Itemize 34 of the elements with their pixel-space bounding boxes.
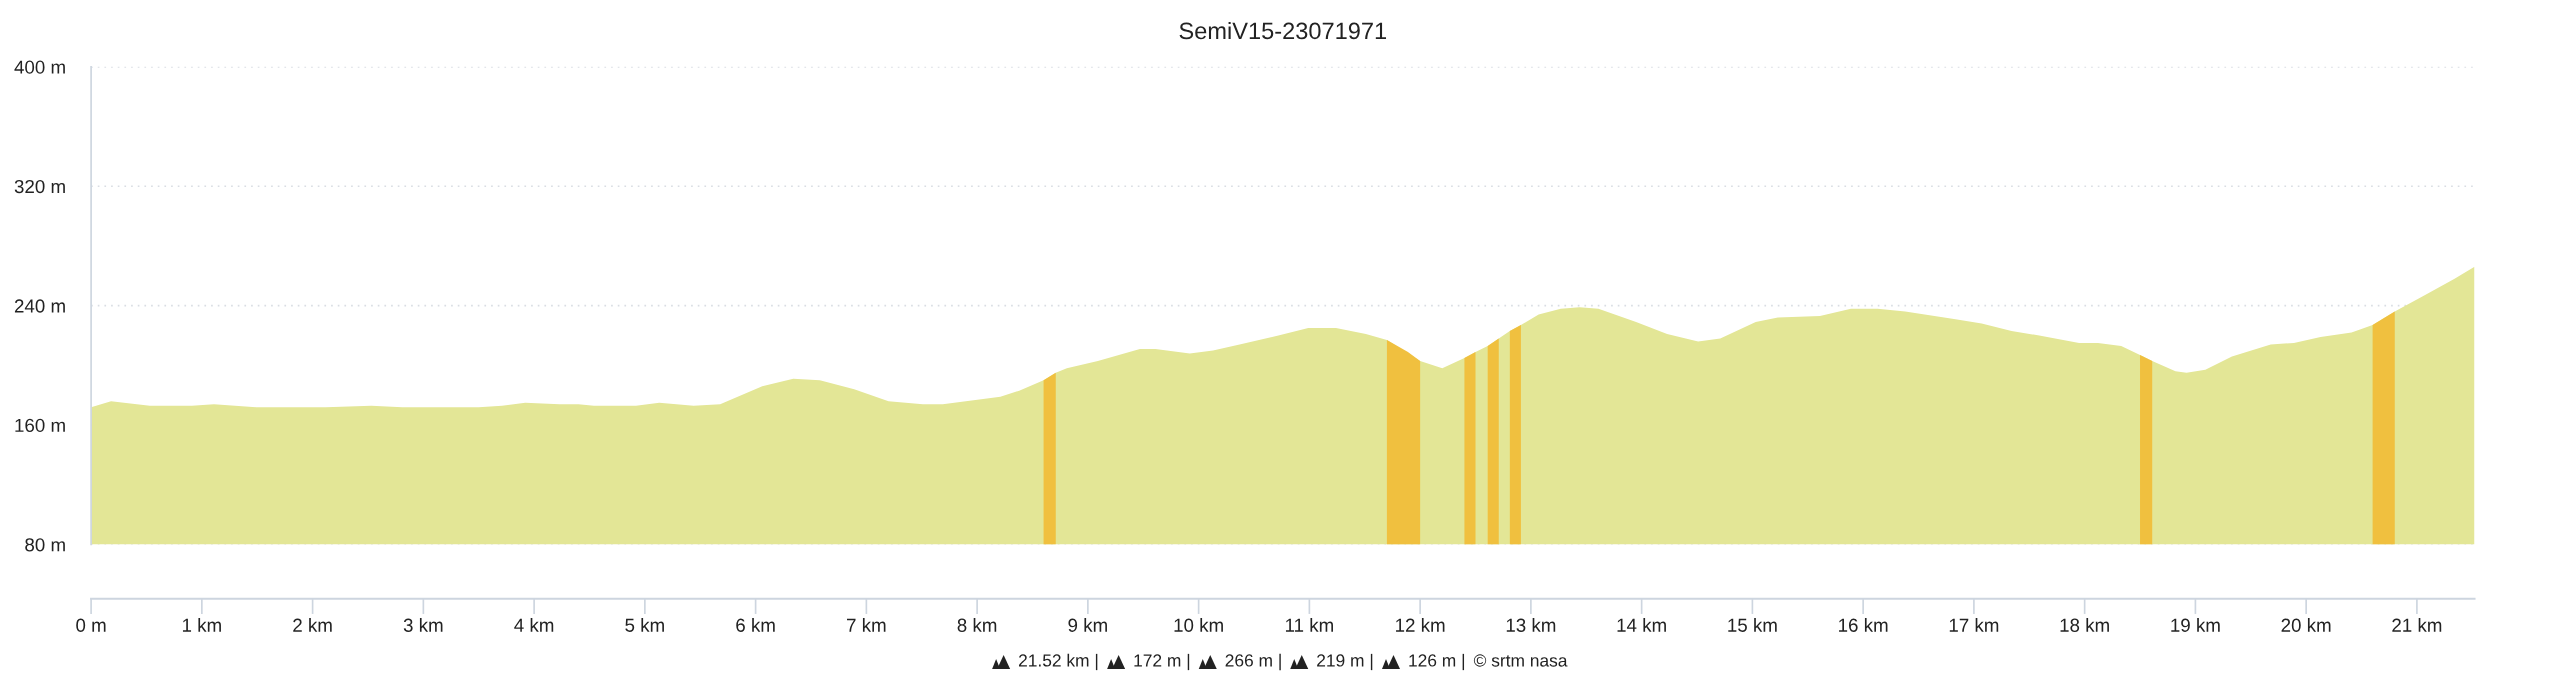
y-tick-label: 160 m bbox=[15, 418, 65, 433]
x-tick-label: 8 km bbox=[957, 618, 997, 632]
chart-title: SemiV15-23071971 bbox=[1179, 21, 1387, 40]
y-tick-label: 320 m bbox=[14, 179, 65, 194]
x-tick-label: 14 km bbox=[1617, 618, 1666, 632]
x-tick-label: 9 km bbox=[1068, 618, 1107, 632]
x-tick-label: 17 km bbox=[1949, 618, 1999, 632]
y-tick-label: 80 m bbox=[25, 538, 65, 552]
x-tick-label: 6 km bbox=[736, 618, 775, 632]
text: 21.52 km | bbox=[1019, 653, 1098, 671]
x-tick-label: 0 m bbox=[76, 618, 106, 632]
x-tick-label: 12 km bbox=[1396, 618, 1445, 632]
x-tick-label: 10 km bbox=[1174, 618, 1223, 632]
x-tick-label: 21 km bbox=[2392, 618, 2442, 632]
text: 219 m | bbox=[1317, 653, 1373, 671]
y-tick-label: 240 m bbox=[14, 299, 65, 313]
x-tick-label: 20 km bbox=[2281, 618, 2331, 632]
text: 126 m | bbox=[1409, 653, 1465, 671]
x-tick-label: 13 km bbox=[1506, 618, 1556, 632]
text: 172 m | bbox=[1134, 653, 1190, 671]
text: 266 m | bbox=[1225, 653, 1281, 671]
x-tick-label: 18 km bbox=[2060, 618, 2109, 632]
x-tick-label: 2 km bbox=[293, 618, 332, 632]
x-tick-label: 11 km bbox=[1285, 618, 1333, 632]
y-tick-label: 400 m bbox=[14, 60, 65, 74]
x-tick-label: 4 km bbox=[514, 618, 554, 632]
x-tick-label: 3 km bbox=[403, 618, 443, 632]
x-tick-label: 5 km bbox=[625, 618, 664, 632]
x-tick-label: 19 km bbox=[2171, 618, 2220, 632]
x-tick-label: 7 km bbox=[847, 618, 886, 632]
x-tick-label: 1 km bbox=[182, 618, 221, 632]
text: © srtm nasa bbox=[1473, 654, 1568, 667]
x-tick-label: 16 km bbox=[1839, 618, 1888, 632]
x-tick-label: 15 km bbox=[1728, 618, 1777, 632]
